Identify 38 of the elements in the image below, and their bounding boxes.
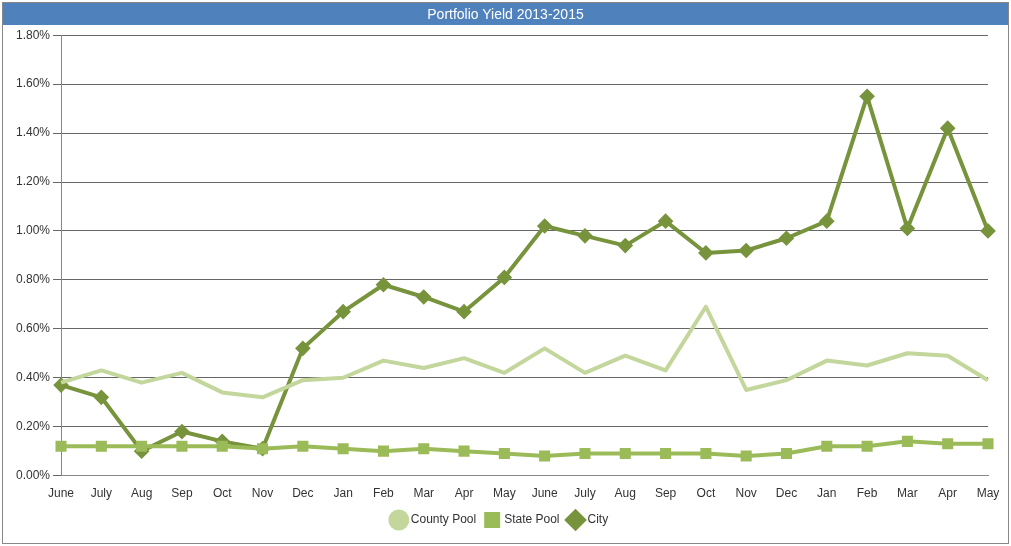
legend-label: State Pool — [504, 512, 560, 527]
x-tick-label: Apr — [454, 486, 474, 501]
y-tick-label: 0.80% — [15, 272, 51, 287]
x-tick-label: May — [493, 486, 516, 501]
x-tick-label: Sep — [654, 486, 677, 501]
y-tick-label: 1.00% — [15, 223, 51, 238]
y-tick-label: 0.00% — [15, 467, 51, 482]
x-tick-label: Nov — [251, 486, 274, 501]
x-tick-label: Oct — [696, 486, 716, 501]
x-tick-label: June — [531, 486, 558, 501]
x-tick-label: June — [48, 486, 75, 501]
chart-title: Portfolio Yield 2013-2015 — [3, 3, 1008, 25]
legend-label: City — [587, 512, 609, 527]
x-tick-label: Jan — [333, 486, 353, 501]
x-tick-label: Mar — [413, 486, 435, 501]
y-tick-label: 0.40% — [15, 370, 51, 385]
x-tick-label: Nov — [735, 486, 757, 501]
x-tick-label: Aug — [614, 486, 636, 501]
x-tick-label: Dec — [292, 486, 314, 501]
x-tick-label: July — [90, 486, 112, 501]
y-tick-label: 1.40% — [15, 125, 51, 140]
x-tick-label: Sep — [171, 486, 193, 501]
x-tick-label: Aug — [130, 486, 153, 501]
y-tick-label: 1.80% — [15, 27, 51, 42]
x-tick-label: Dec — [775, 486, 798, 501]
x-tick-label: July — [574, 486, 596, 501]
x-tick-label: Apr — [938, 486, 958, 501]
x-tick-label: Jan — [817, 486, 837, 501]
x-tick-label: May — [976, 486, 1000, 501]
y-tick-label: 0.20% — [15, 418, 51, 433]
y-tick-label: 0.60% — [15, 321, 51, 336]
x-tick-label: Feb — [856, 486, 878, 501]
x-tick-label: Feb — [373, 486, 395, 501]
x-tick-label: Oct — [212, 486, 233, 501]
y-tick-label: 1.60% — [15, 76, 51, 91]
y-tick-label: 1.20% — [15, 174, 51, 189]
x-tick-label: Mar — [897, 486, 918, 501]
legend-label: County Pool — [410, 512, 477, 527]
